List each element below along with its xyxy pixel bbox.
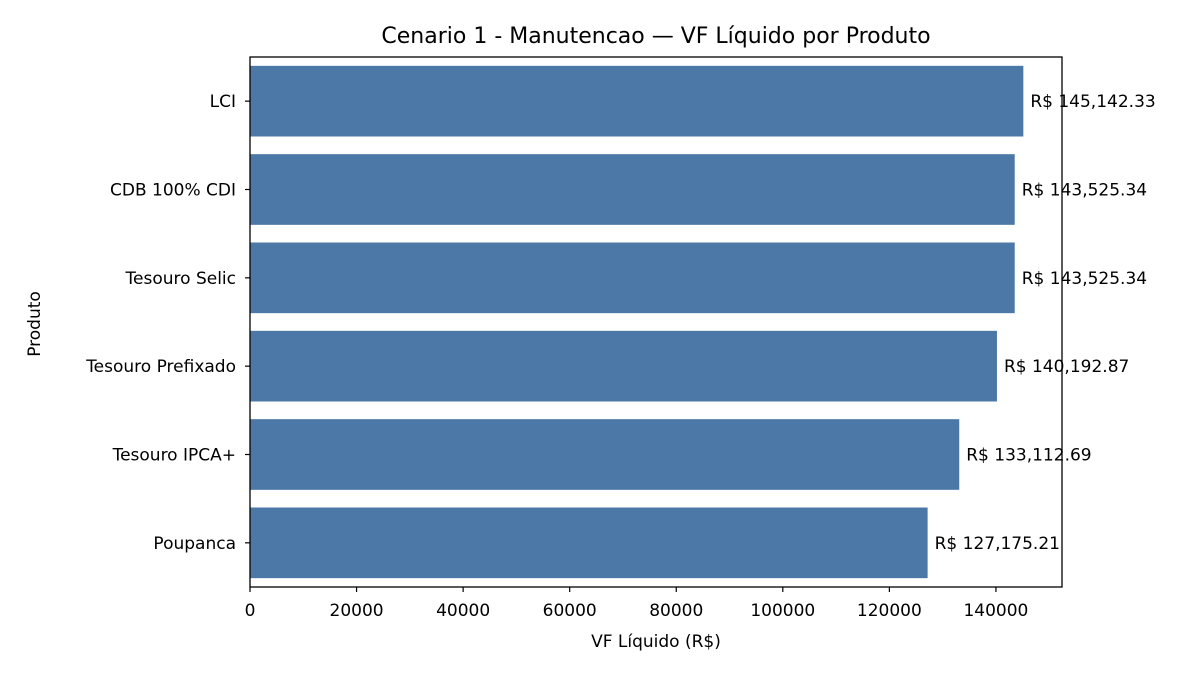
- plot-frame: [249, 56, 1063, 588]
- x-tick-label-8: 140000: [963, 601, 1028, 621]
- bar-2: [250, 154, 1015, 225]
- bar-3: [250, 242, 1015, 314]
- bar-5: [250, 419, 960, 490]
- y-tick-label-1: LCI: [210, 92, 236, 112]
- bar-6: [250, 507, 928, 579]
- value-label-2: R$ 143,525.34: [1022, 181, 1147, 201]
- x-tick-label-5: 80000: [649, 601, 703, 621]
- x-tick-label-2: 20000: [330, 601, 384, 621]
- x-tick-label-1: 0: [245, 601, 256, 621]
- y-axis-title: Produto: [25, 291, 45, 357]
- value-label-4: R$ 140,192.87: [1004, 357, 1129, 377]
- value-label-6: R$ 127,175.21: [935, 534, 1060, 554]
- value-label-1: R$ 145,142.33: [1030, 92, 1155, 112]
- x-axis: 0 20000 40000 60000 80000 100000 120000 140000: [245, 587, 1028, 621]
- value-label-3: R$ 143,525.34: [1022, 269, 1147, 289]
- y-axis: LCI CDB 100% CDI Tesouro Selic Tesouro Pref…: [85, 92, 250, 554]
- chart-title: Cenario 1 - Manutencao — VF Líquido por …: [381, 24, 930, 49]
- y-tick-label-6: Poupanca: [153, 534, 236, 554]
- y-tick-label-2: CDB 100% CDI: [110, 181, 236, 201]
- x-tick-label-7: 120000: [857, 601, 922, 621]
- bar-4: [250, 330, 997, 402]
- y-tick-label-3: Tesouro Selic: [125, 269, 236, 289]
- x-tick-label-4: 60000: [543, 601, 597, 621]
- value-label-5: R$ 133,112.69: [966, 446, 1091, 466]
- y-tick-label-5: Tesouro IPCA+: [112, 446, 236, 466]
- bars-layer: [250, 65, 1024, 579]
- x-tick-label-3: 40000: [436, 601, 490, 621]
- x-tick-label-6: 100000: [750, 601, 815, 621]
- y-tick-label-4: Tesouro Prefixado: [85, 357, 236, 377]
- x-axis-title: VF Líquido (R$): [591, 632, 721, 652]
- bar-1: [250, 65, 1024, 137]
